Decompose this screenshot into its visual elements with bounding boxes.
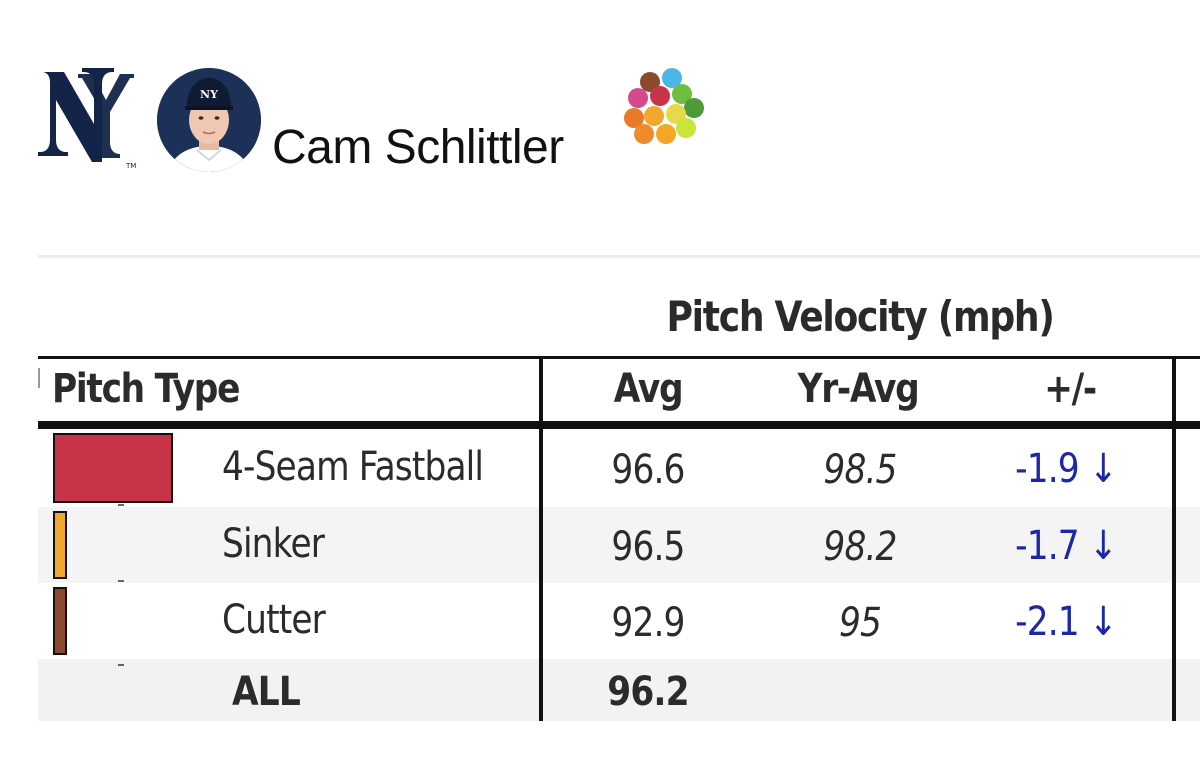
tick-mark <box>118 580 124 582</box>
player-name: Cam Schlittler <box>272 121 564 174</box>
column-header-yr-avg: Yr-Avg <box>797 366 920 412</box>
yr-avg-value: 98.5 <box>823 447 897 493</box>
table-row <box>38 507 1200 583</box>
avg-value: 96.6 <box>611 447 685 493</box>
total-row <box>38 659 1200 721</box>
left-edge-mark <box>38 368 40 388</box>
column-header-avg: Avg <box>613 366 684 412</box>
table-title: Pitch Velocity (mph) <box>666 292 1054 341</box>
pitch-mix-logo-icon <box>624 68 704 144</box>
total-label: ALL <box>232 669 301 715</box>
header-divider <box>38 255 1200 258</box>
yr-avg-value: 95 <box>838 600 882 646</box>
pitch-name: Cutter <box>222 597 326 643</box>
usage-bar <box>53 587 67 655</box>
yr-avg-value: 98.2 <box>823 524 897 570</box>
table-row <box>38 429 1200 507</box>
pitch-name: Sinker <box>222 521 325 567</box>
column-header-pitch-type: Pitch Type <box>52 366 240 412</box>
yankees-logo-icon: TM <box>38 68 136 170</box>
tick-mark <box>118 504 124 506</box>
diff-value: -1.9 ↓ <box>1015 446 1118 492</box>
table-top-border <box>38 356 1200 359</box>
avg-value: 96.5 <box>611 524 685 570</box>
usage-bar <box>53 511 67 579</box>
usage-bar <box>53 433 173 503</box>
tick-mark <box>118 664 124 666</box>
pitch-name: 4-Seam Fastball <box>222 444 484 490</box>
column-divider <box>1172 356 1176 721</box>
diff-value: -1.7 ↓ <box>1015 523 1118 569</box>
header-bottom-border <box>38 421 1200 429</box>
column-header-diff: +/- <box>1044 366 1097 412</box>
svg-text:NY: NY <box>200 88 218 101</box>
svg-text:TM: TM <box>125 162 136 170</box>
total-avg-value: 96.2 <box>607 669 689 715</box>
column-divider <box>539 356 543 721</box>
avg-value: 92.9 <box>611 600 685 646</box>
diff-value: -2.1 ↓ <box>1015 599 1118 645</box>
player-avatar: NY <box>157 68 261 172</box>
table-row <box>38 583 1200 659</box>
